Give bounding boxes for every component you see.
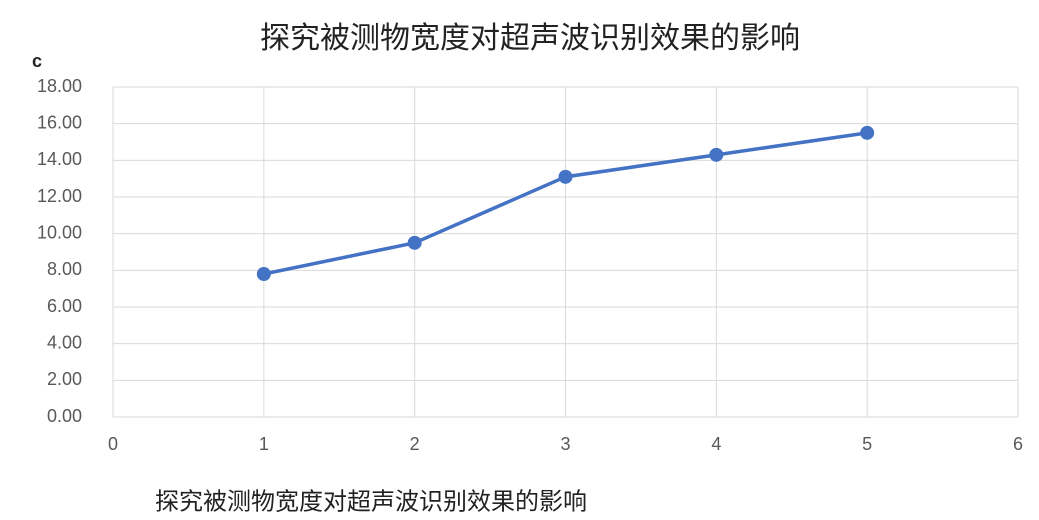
y-tick-label: 12.00 [37, 186, 82, 206]
point [860, 125, 875, 140]
point [256, 267, 271, 281]
y-tick-label: 2.00 [47, 369, 82, 389]
x-tick-label: 2 [410, 434, 420, 454]
y-axis-label: c [32, 51, 42, 71]
x-tick-label: 1 [259, 434, 269, 454]
y-tick-label: 18.00 [37, 76, 82, 96]
point [407, 235, 422, 250]
x-tick-label: 6 [1013, 434, 1023, 454]
y-tick-label: 0.00 [47, 406, 82, 426]
x-tick-label: 5 [862, 434, 872, 454]
y-tick-label: 14.00 [37, 149, 82, 169]
y-tick-label: 10.00 [37, 222, 82, 242]
x-tick-label: 0 [108, 434, 118, 454]
x-tick-label: 3 [560, 434, 570, 454]
caption: 探究被测物宽度对超声波识别效果的影响 [155, 488, 587, 516]
x-tick-label: 4 [711, 434, 721, 454]
chart-title: 探究被测物宽度对超声波识别效果的影响 [260, 21, 800, 56]
point [709, 147, 724, 162]
y-tick-label: 6.00 [47, 296, 82, 316]
y-tick-label: 4.00 [47, 332, 82, 352]
y-tick-label: 8.00 [47, 259, 82, 279]
y-tick-label: 16.00 [37, 112, 82, 132]
point [558, 169, 573, 184]
